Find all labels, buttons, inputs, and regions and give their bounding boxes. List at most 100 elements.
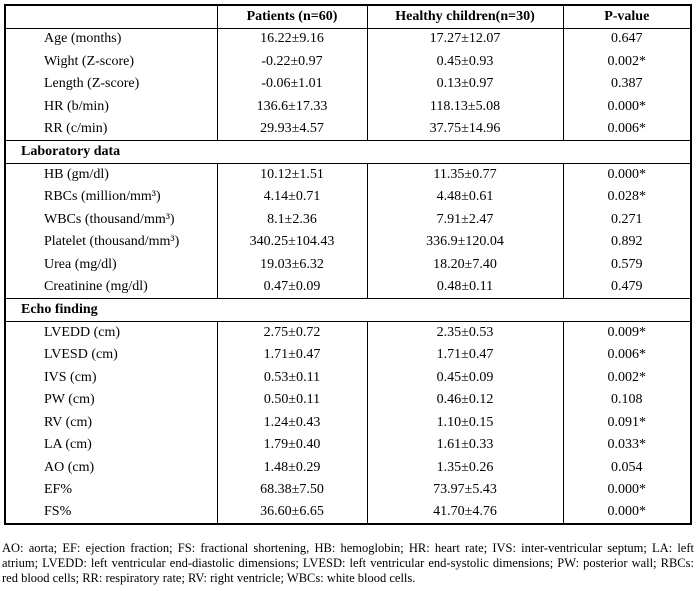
- healthy-value: 0.13±0.97: [366, 73, 563, 96]
- row-label: Urea (mg/dl): [44, 256, 117, 272]
- section-row: Laboratory data: [5, 140, 691, 164]
- row-label: WBCs (thousand/mm³): [44, 211, 175, 227]
- patients-value: 0.50±0.11: [216, 389, 367, 412]
- row-label: LVESD (cm): [44, 347, 118, 363]
- patients-value: 29.93±4.57: [216, 118, 367, 141]
- row-label: Wight (Z-score): [44, 53, 135, 69]
- healthy-value: 17.27±12.07: [366, 28, 563, 51]
- abbreviations-footnote: AO: aorta; EF: ejection fraction; FS: fr…: [2, 541, 694, 585]
- healthy-value: 0.48±0.11: [366, 276, 563, 299]
- table-row: RV (cm) 1.24±0.43 1.10±0.15 0.091*: [5, 411, 691, 434]
- p-value: 0.002*: [562, 50, 691, 73]
- section-title: Echo finding: [5, 298, 691, 322]
- table-row: Creatinine (mg/dl) 0.47±0.09 0.48±0.11 0.47…: [5, 276, 691, 299]
- patients-value: -0.22±0.97: [216, 50, 367, 73]
- healthy-value: 4.48±0.61: [366, 186, 563, 209]
- patients-value: 0.47±0.09: [216, 276, 367, 299]
- patients-value: 1.24±0.43: [216, 411, 367, 434]
- row-label: IVS (cm): [44, 369, 97, 385]
- healthy-value: 1.10±0.15: [366, 411, 563, 434]
- results-table: Patients (n=60) Healthy children(n=30) P…: [4, 4, 692, 525]
- row-label: HB (gm/dl): [44, 166, 109, 182]
- p-value: 0.271: [562, 208, 691, 231]
- patients-value: -0.06±1.01: [216, 73, 367, 96]
- p-value: 0.579: [562, 253, 691, 276]
- patients-value: 8.1±2.36: [216, 208, 367, 231]
- patients-value: 16.22±9.16: [216, 28, 367, 51]
- patients-value: 1.48±0.29: [216, 456, 367, 479]
- healthy-value: 118.13±5.08: [366, 95, 563, 118]
- patients-value: 1.71±0.47: [216, 344, 367, 367]
- row-label: RV (cm): [44, 414, 93, 430]
- p-value: 0.028*: [562, 186, 691, 209]
- column-header-blank: [5, 5, 217, 29]
- p-value: 0.000*: [562, 163, 691, 186]
- table-row: Length (Z-score) -0.06±1.01 0.13±0.97 0.387: [5, 73, 691, 96]
- patients-value: 1.79±0.40: [216, 434, 367, 457]
- patients-value: 340.25±104.43: [216, 231, 367, 254]
- p-value: 0.892: [562, 231, 691, 254]
- p-value: 0.000*: [562, 95, 691, 118]
- row-label: FS%: [44, 504, 72, 520]
- p-value: 0.108: [562, 389, 691, 412]
- patients-value: 36.60±6.65: [216, 501, 367, 524]
- table-row: Platelet (thousand/mm³) 340.25±104.43 336.…: [5, 231, 691, 254]
- table-row: WBCs (thousand/mm³) 8.1±2.36 7.91±2.47 0.27…: [5, 208, 691, 231]
- patients-value: 68.38±7.50: [216, 479, 367, 502]
- row-label: AO (cm): [44, 459, 95, 475]
- table-row: HR (b/min) 136.6±17.33 118.13±5.08 0.000*: [5, 95, 691, 118]
- p-value: 0.002*: [562, 366, 691, 389]
- table-row: Wight (Z-score) -0.22±0.97 0.45±0.93 0.002*: [5, 50, 691, 73]
- column-header-patients: Patients (n=60): [216, 5, 367, 29]
- table-row: LVESD (cm) 1.71±0.47 1.71±0.47 0.006*: [5, 344, 691, 367]
- table-row: AO (cm) 1.48±0.29 1.35±0.26 0.054: [5, 456, 691, 479]
- patients-value: 0.53±0.11: [216, 366, 367, 389]
- p-value: 0.479: [562, 276, 691, 299]
- patients-value: 2.75±0.72: [216, 321, 367, 344]
- patients-value: 136.6±17.33: [216, 95, 367, 118]
- healthy-value: 1.71±0.47: [366, 344, 563, 367]
- healthy-value: 1.61±0.33: [366, 434, 563, 457]
- row-label: Creatinine (mg/dl): [44, 278, 148, 294]
- patients-value: 19.03±6.32: [216, 253, 367, 276]
- row-label: RBCs (million/mm³): [44, 189, 161, 205]
- p-value: 0.647: [562, 28, 691, 51]
- healthy-value: 11.35±0.77: [366, 163, 563, 186]
- healthy-value: 41.70±4.76: [366, 501, 563, 524]
- p-value: 0.009*: [562, 321, 691, 344]
- healthy-value: 336.9±120.04: [366, 231, 563, 254]
- p-value: 0.006*: [562, 118, 691, 141]
- patients-value: 10.12±1.51: [216, 163, 367, 186]
- section-title: Laboratory data: [5, 140, 691, 164]
- table-row: IVS (cm) 0.53±0.11 0.45±0.09 0.002*: [5, 366, 691, 389]
- table-header: Patients (n=60) Healthy children(n=30) P…: [5, 5, 691, 29]
- column-header-healthy: Healthy children(n=30): [366, 5, 563, 29]
- healthy-value: 1.35±0.26: [366, 456, 563, 479]
- healthy-value: 37.75±14.96: [366, 118, 563, 141]
- p-value: 0.006*: [562, 344, 691, 367]
- p-value: 0.091*: [562, 411, 691, 434]
- table-row: Urea (mg/dl) 19.03±6.32 18.20±7.40 0.579: [5, 253, 691, 276]
- healthy-value: 0.45±0.09: [366, 366, 563, 389]
- row-label: HR (b/min): [44, 98, 109, 114]
- row-label: LA (cm): [44, 437, 92, 453]
- row-label: Length (Z-score): [44, 76, 140, 92]
- healthy-value: 0.45±0.93: [366, 50, 563, 73]
- table-row: LA (cm) 1.79±0.40 1.61±0.33 0.033*: [5, 434, 691, 457]
- header-row: Patients (n=60) Healthy children(n=30) P…: [5, 5, 691, 29]
- table-row: LVEDD (cm) 2.75±0.72 2.35±0.53 0.009*: [5, 321, 691, 344]
- patients-value: 4.14±0.71: [216, 186, 367, 209]
- p-value: 0.000*: [562, 479, 691, 502]
- p-value: 0.054: [562, 456, 691, 479]
- p-value: 0.033*: [562, 434, 691, 457]
- row-label: RR (c/min): [44, 120, 108, 136]
- healthy-value: 2.35±0.53: [366, 321, 563, 344]
- p-value: 0.387: [562, 73, 691, 96]
- table-row: EF% 68.38±7.50 73.97±5.43 0.000*: [5, 479, 691, 502]
- healthy-value: 18.20±7.40: [366, 253, 563, 276]
- row-label: EF%: [44, 482, 72, 498]
- row-label: Age (months): [44, 31, 122, 47]
- row-label: PW (cm): [44, 392, 95, 408]
- healthy-value: 73.97±5.43: [366, 479, 563, 502]
